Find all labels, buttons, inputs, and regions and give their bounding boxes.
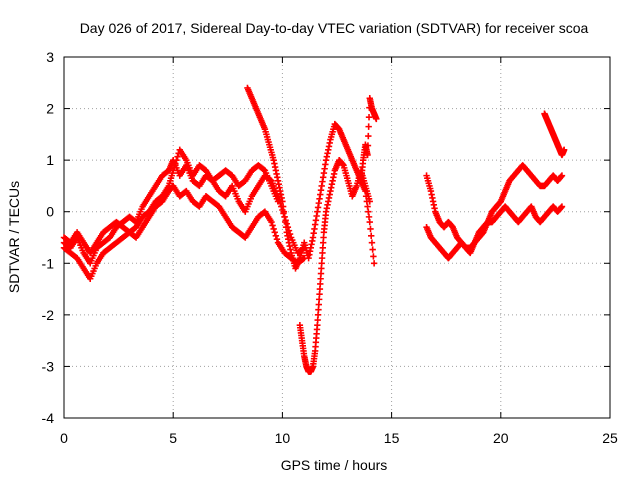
data-point — [173, 156, 180, 164]
y-tick-labels: 3 2 1 0 -1 -2 -3 -4 — [42, 49, 55, 426]
y-tick-label: -4 — [42, 410, 55, 426]
y-tick-label: 2 — [46, 101, 54, 117]
data-point — [270, 225, 277, 233]
data-point — [370, 253, 377, 260]
data-point — [368, 232, 375, 239]
x-tick-label: 10 — [275, 430, 291, 446]
data-point — [364, 151, 371, 159]
y-tick-label: -2 — [42, 307, 55, 323]
y-tick-label: 1 — [46, 152, 54, 168]
x-tick-label: 20 — [493, 430, 509, 446]
data-point — [272, 232, 280, 239]
series-6 — [357, 95, 380, 184]
data-point — [365, 132, 372, 140]
data-point — [174, 153, 181, 160]
y-axis-label: SDTVAR / TECUs — [6, 181, 22, 293]
data-point — [170, 167, 177, 174]
data-point — [370, 260, 378, 267]
data-point — [171, 163, 178, 171]
data-point — [367, 225, 374, 233]
data-point — [260, 166, 268, 173]
data-point — [558, 172, 566, 179]
axis-ticks — [63, 56, 611, 419]
data-point — [271, 229, 278, 236]
data-point — [269, 222, 276, 229]
x-tick-label: 5 — [169, 430, 177, 446]
y-tick-label: 3 — [46, 49, 54, 65]
data-point — [273, 236, 281, 243]
data-point — [373, 115, 380, 123]
data-point — [268, 218, 275, 226]
data-point — [299, 255, 307, 263]
grid-lines — [64, 57, 610, 418]
data-point — [365, 123, 372, 130]
data-point — [366, 198, 373, 205]
y-tick-label: -1 — [42, 255, 55, 271]
x-tick-label: 0 — [60, 430, 68, 446]
x-tick-label: 15 — [384, 430, 400, 446]
series-9 — [541, 110, 568, 159]
series-4 — [244, 84, 378, 272]
series-7 — [423, 162, 566, 252]
series-2 — [60, 182, 308, 282]
x-axis-label: GPS time / hours — [281, 457, 388, 473]
data-point — [558, 203, 566, 210]
data-point — [172, 160, 179, 167]
data-point — [365, 113, 373, 121]
x-tick-label: 25 — [602, 430, 618, 446]
plot-frame — [63, 56, 611, 419]
series-3 — [60, 146, 282, 257]
chart-title: Day 026 of 2017, Sidereal Day-to-day VTE… — [80, 20, 589, 36]
y-tick-label: -3 — [42, 358, 55, 374]
data-point — [366, 218, 373, 226]
data-point — [560, 146, 568, 154]
data-point — [368, 239, 376, 246]
y-tick-label: 0 — [46, 204, 54, 220]
data-point — [369, 246, 376, 253]
x-tick-labels: 0 5 10 15 20 25 — [60, 430, 618, 446]
data-points — [60, 84, 568, 375]
series-8 — [423, 203, 566, 262]
data-point — [364, 142, 372, 149]
